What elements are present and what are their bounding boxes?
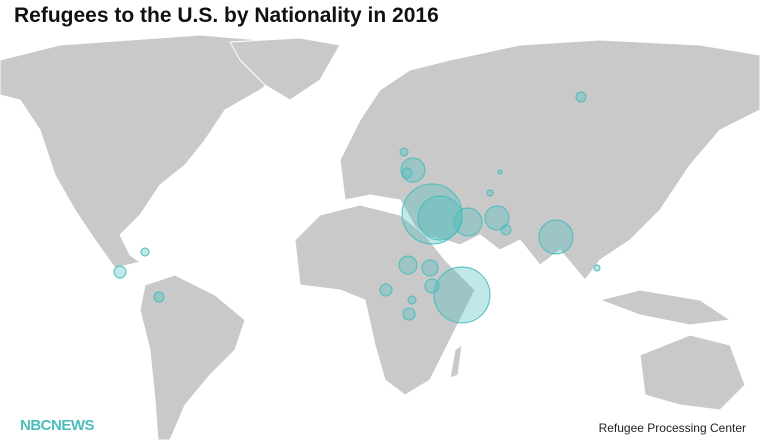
bubble: [401, 167, 413, 179]
africa: [294, 204, 476, 396]
north-america: [0, 34, 301, 269]
bubble: [113, 265, 127, 279]
bubble: [575, 91, 587, 103]
bubble: [424, 278, 440, 294]
bubble: [500, 224, 512, 236]
greenland: [229, 37, 341, 101]
land: [0, 34, 760, 441]
bubble: [399, 147, 409, 157]
bubble: [538, 219, 574, 255]
bubble: [417, 195, 463, 241]
bubble: [433, 266, 491, 324]
bubble: [453, 207, 483, 237]
bubbles: [113, 91, 601, 324]
south-america: [139, 274, 246, 441]
logo: NBCNEWS: [20, 417, 95, 434]
bubble: [402, 307, 416, 321]
bubble: [497, 169, 503, 175]
madagascar: [449, 343, 463, 379]
bubble: [400, 157, 426, 183]
bubble: [379, 283, 393, 297]
bubble: [153, 291, 165, 303]
bubble: [421, 259, 439, 277]
bubble: [398, 255, 418, 275]
bubble: [486, 189, 494, 197]
title: Refugees to the U.S. by Nationality in 2…: [14, 4, 439, 27]
bubble: [484, 205, 510, 231]
europe-asia: [339, 39, 760, 281]
bubble: [593, 264, 601, 272]
southeast-asia: [598, 289, 732, 326]
bubble: [407, 295, 417, 305]
bubble: [140, 247, 150, 257]
source: Refugee Processing Center: [598, 421, 746, 435]
oceania: [639, 334, 746, 411]
